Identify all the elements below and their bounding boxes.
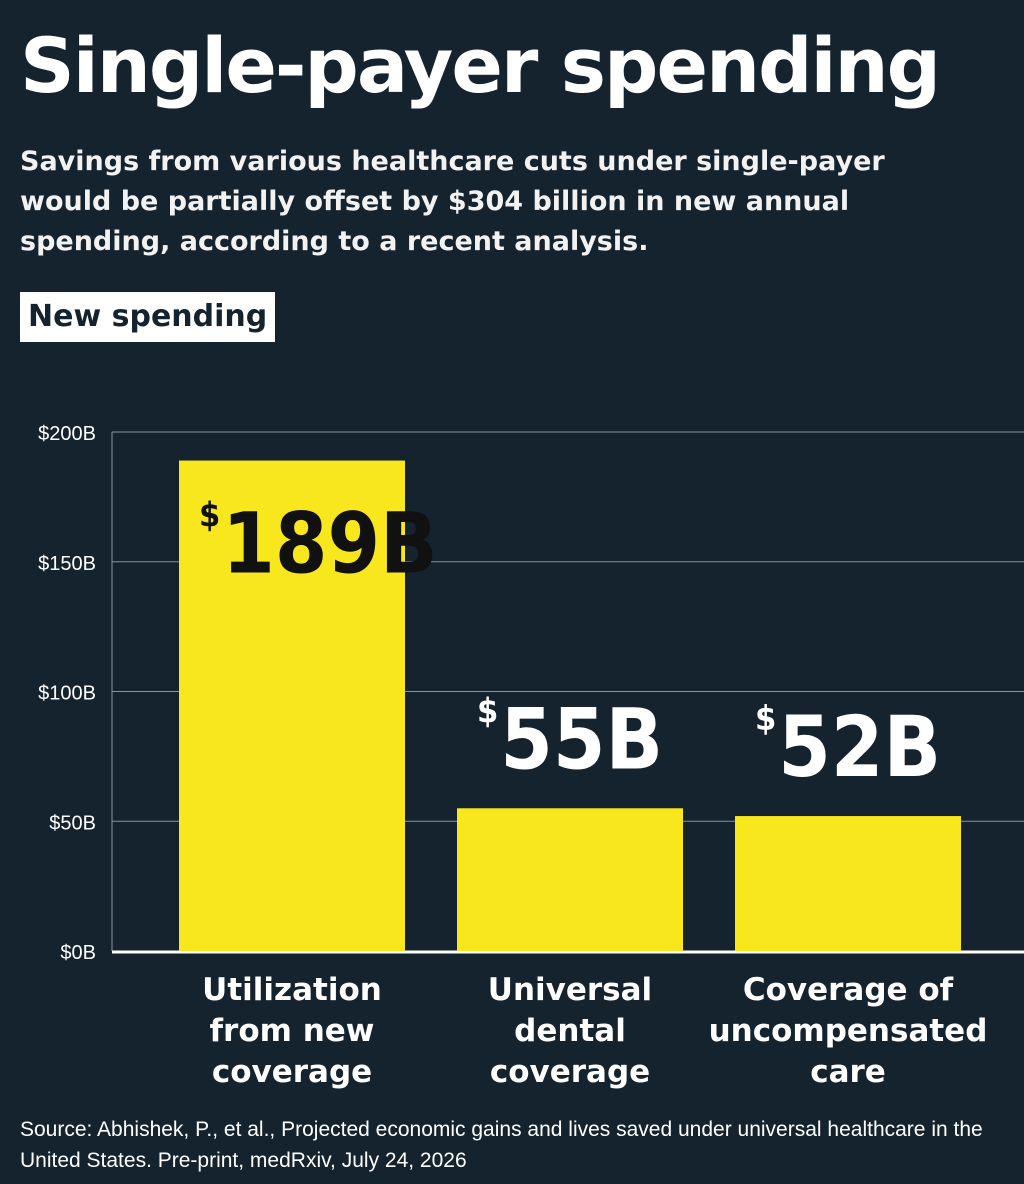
section-tag: New spending — [20, 292, 276, 342]
bar-value-label: $55B — [477, 690, 663, 788]
bar-chart: $0B $50B $100B $150B $200B $189B $55B $52B Uti… — [38, 423, 1024, 1090]
category-label: Coverage of uncompensated care — [709, 972, 988, 1090]
bar — [735, 816, 961, 951]
category-label: Universal dental coverage — [488, 972, 652, 1090]
y-tick-label: $0B — [60, 942, 96, 964]
chart-subtitle: Savings from various healthcare cuts und… — [20, 146, 885, 257]
source-note: Source: Abhishek, P., et al., Projected … — [20, 1118, 983, 1172]
bar-value-label: $189B — [199, 495, 438, 593]
chart-title: Single-payer spending — [20, 21, 941, 110]
y-tick-label: $150B — [38, 553, 96, 575]
y-tick-label: $50B — [49, 812, 96, 834]
bar — [457, 808, 683, 951]
y-tick-label: $200B — [38, 423, 96, 445]
category-label: Utilization from new coverage — [202, 972, 382, 1090]
bar-value-label: $52B — [755, 698, 941, 796]
y-tick-label: $100B — [38, 683, 96, 705]
bar — [179, 460, 405, 951]
